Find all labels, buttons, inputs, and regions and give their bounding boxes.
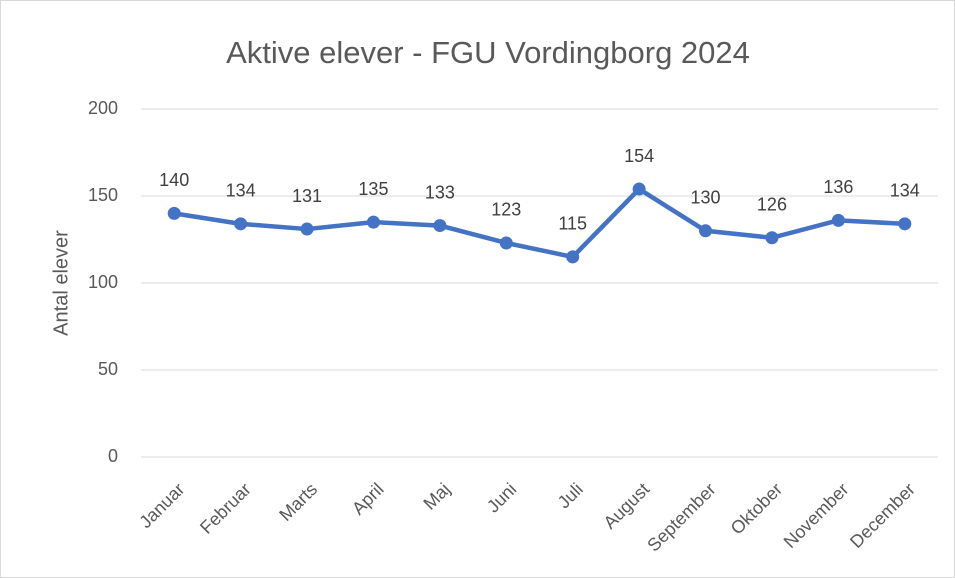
y-axis-label: Antal elever (50, 230, 72, 336)
data-label: 136 (823, 177, 853, 197)
data-label: 131 (292, 186, 322, 206)
data-label: 130 (691, 188, 721, 208)
series-line (173, 186, 905, 260)
data-point (566, 250, 580, 264)
data-label: 126 (757, 195, 787, 215)
chart-title: Aktive elever - FGU Vordingborg 2024 (226, 35, 750, 70)
data-point (699, 224, 713, 238)
y-tick-label: 100 (88, 272, 118, 292)
data-label: 140 (159, 170, 189, 190)
data-point (300, 222, 314, 236)
data-point (898, 217, 912, 231)
data-point (433, 219, 447, 233)
data-point (167, 206, 181, 220)
data-point (831, 213, 845, 227)
data-label: 123 (491, 200, 521, 220)
data-point (234, 217, 248, 231)
data-label: 134 (226, 181, 256, 201)
data-point (499, 236, 513, 250)
data-label: 154 (624, 146, 654, 166)
y-tick-label: 50 (98, 359, 118, 379)
data-point (632, 182, 646, 196)
data-label: 134 (890, 181, 920, 201)
y-tick-label: 200 (88, 98, 118, 118)
data-point (765, 231, 779, 245)
data-point (366, 215, 380, 229)
data-label: 135 (358, 179, 388, 199)
y-tick-label: 0 (108, 446, 118, 466)
y-tick-label: 150 (88, 185, 118, 205)
data-label: 115 (558, 214, 587, 234)
data-label: 133 (425, 182, 455, 202)
